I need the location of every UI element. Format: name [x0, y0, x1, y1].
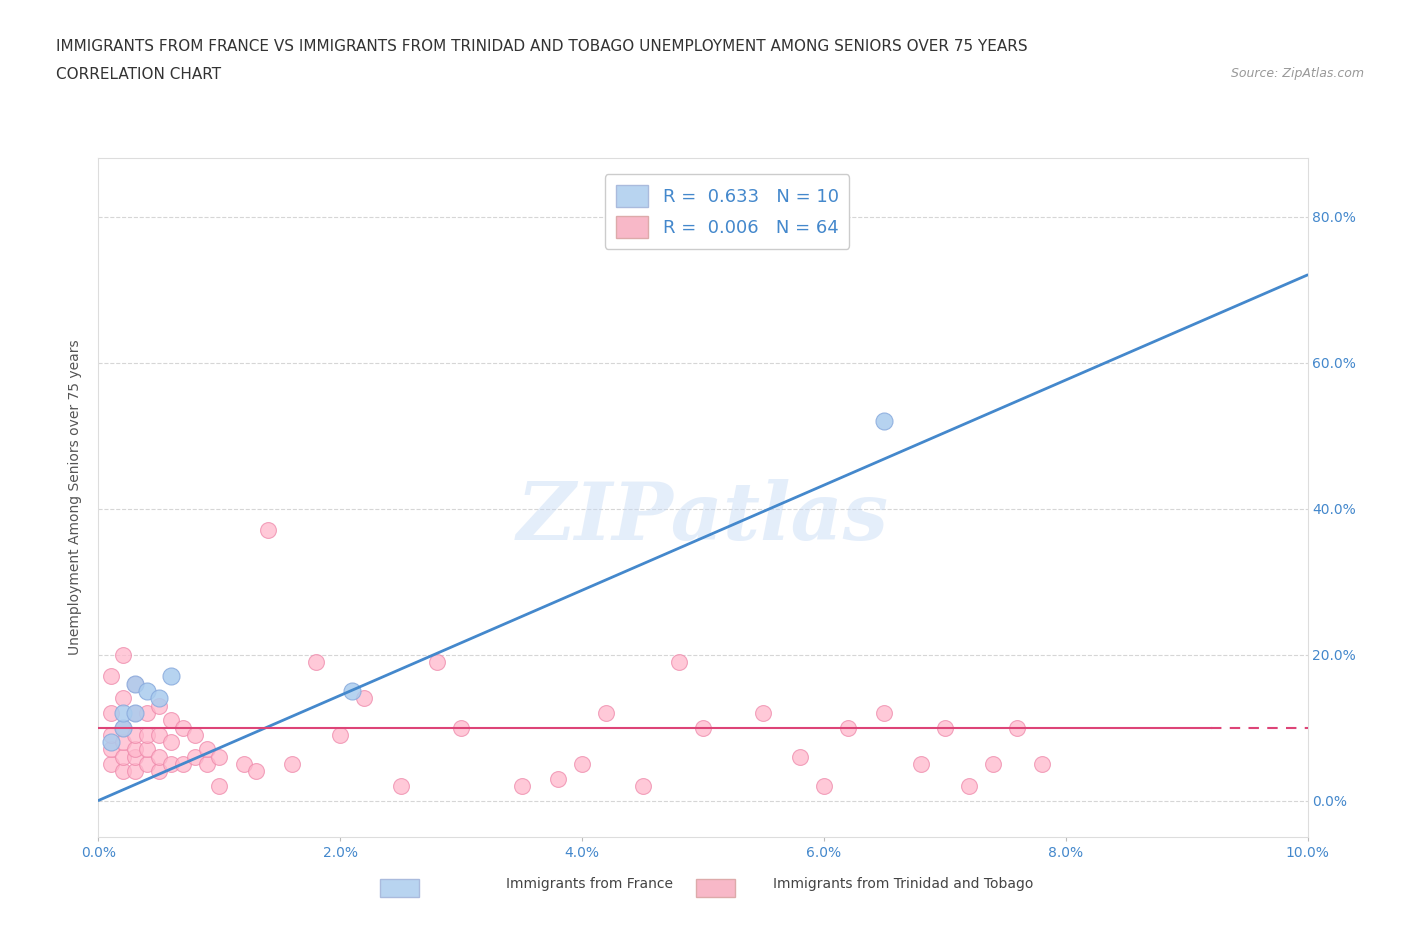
- Point: [148, 750, 170, 764]
- Point: [208, 778, 231, 793]
- Point: [571, 757, 593, 772]
- Text: Immigrants from Trinidad and Tobago: Immigrants from Trinidad and Tobago: [773, 877, 1033, 891]
- Text: Source: ZipAtlas.com: Source: ZipAtlas.com: [1230, 67, 1364, 80]
- Point: [111, 706, 134, 721]
- Point: [837, 720, 859, 735]
- Point: [245, 764, 267, 778]
- Point: [148, 727, 170, 742]
- Point: [160, 735, 183, 750]
- Point: [111, 735, 134, 750]
- Point: [195, 742, 218, 757]
- Point: [160, 757, 183, 772]
- Point: [160, 669, 183, 684]
- Point: [111, 720, 134, 735]
- Point: [256, 523, 278, 538]
- Point: [111, 720, 134, 735]
- Point: [100, 727, 122, 742]
- Point: [1007, 720, 1029, 735]
- Point: [813, 778, 835, 793]
- Text: Immigrants from France: Immigrants from France: [506, 877, 673, 891]
- Point: [100, 735, 122, 750]
- Point: [789, 750, 811, 764]
- Point: [910, 757, 932, 772]
- Point: [208, 750, 231, 764]
- Point: [148, 698, 170, 713]
- Point: [100, 706, 122, 721]
- Point: [426, 655, 449, 670]
- Point: [124, 742, 146, 757]
- Point: [668, 655, 690, 670]
- Point: [100, 757, 122, 772]
- Legend: R =  0.633   N = 10, R =  0.006   N = 64: R = 0.633 N = 10, R = 0.006 N = 64: [605, 174, 849, 248]
- Point: [135, 727, 157, 742]
- Point: [111, 647, 134, 662]
- Point: [389, 778, 412, 793]
- Point: [595, 706, 617, 721]
- Point: [957, 778, 980, 793]
- Point: [281, 757, 304, 772]
- Point: [934, 720, 956, 735]
- Point: [124, 706, 146, 721]
- Point: [135, 757, 157, 772]
- Point: [873, 414, 896, 429]
- Point: [873, 706, 896, 721]
- Point: [172, 757, 194, 772]
- Point: [342, 684, 364, 698]
- Point: [111, 691, 134, 706]
- Point: [135, 706, 157, 721]
- Text: ZIPatlas: ZIPatlas: [517, 479, 889, 557]
- Y-axis label: Unemployment Among Seniors over 75 years: Unemployment Among Seniors over 75 years: [69, 339, 83, 656]
- Point: [124, 727, 146, 742]
- Text: IMMIGRANTS FROM FRANCE VS IMMIGRANTS FROM TRINIDAD AND TOBAGO UNEMPLOYMENT AMONG: IMMIGRANTS FROM FRANCE VS IMMIGRANTS FRO…: [56, 39, 1028, 54]
- Point: [184, 727, 207, 742]
- Point: [124, 676, 146, 691]
- Point: [100, 669, 122, 684]
- Point: [148, 764, 170, 778]
- Point: [547, 771, 569, 786]
- Point: [692, 720, 714, 735]
- Point: [450, 720, 472, 735]
- Point: [981, 757, 1004, 772]
- Point: [329, 727, 352, 742]
- Point: [195, 757, 218, 772]
- Point: [111, 764, 134, 778]
- Point: [353, 691, 375, 706]
- Point: [124, 676, 146, 691]
- Point: [510, 778, 533, 793]
- Point: [135, 684, 157, 698]
- Text: CORRELATION CHART: CORRELATION CHART: [56, 67, 221, 82]
- Point: [752, 706, 775, 721]
- Point: [232, 757, 254, 772]
- Point: [124, 750, 146, 764]
- Point: [124, 764, 146, 778]
- Point: [172, 720, 194, 735]
- Point: [148, 691, 170, 706]
- Point: [631, 778, 654, 793]
- Point: [160, 712, 183, 727]
- Point: [100, 742, 122, 757]
- Point: [305, 655, 328, 670]
- Point: [124, 706, 146, 721]
- Point: [135, 742, 157, 757]
- Point: [111, 750, 134, 764]
- Point: [1031, 757, 1053, 772]
- Point: [184, 750, 207, 764]
